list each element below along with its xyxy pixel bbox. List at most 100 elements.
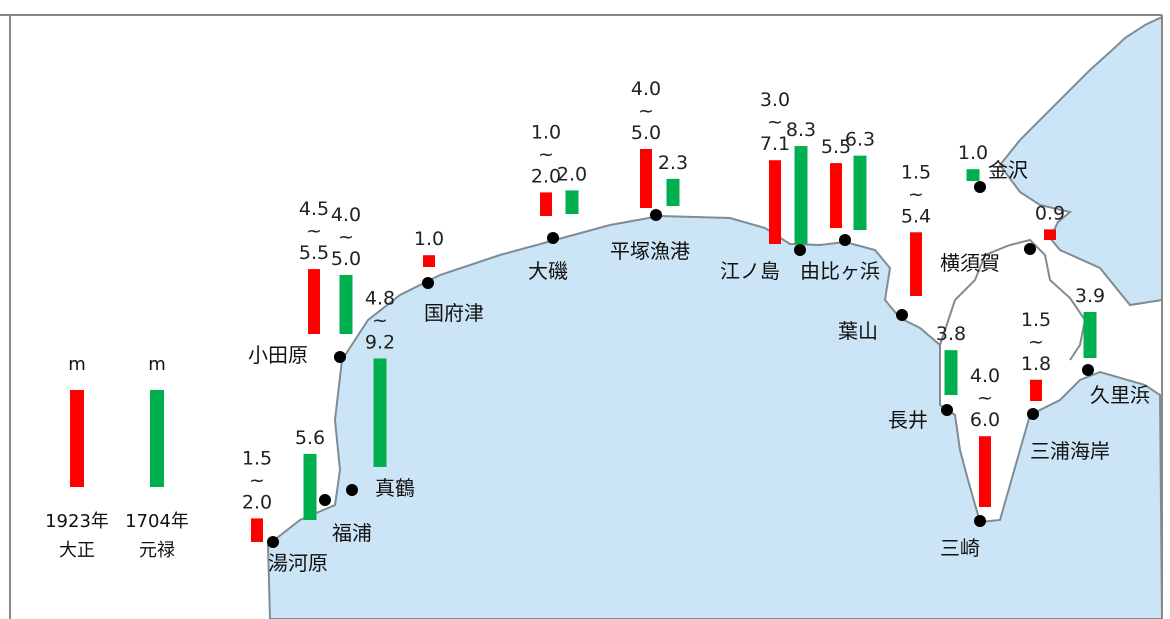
bar-label-5-0-0: 1.0 bbox=[531, 121, 561, 143]
bar-label-2-0-2: 5.5 bbox=[299, 242, 329, 264]
bar-label-14-0-0: 1.5 bbox=[1021, 309, 1051, 331]
site-dot-6 bbox=[650, 209, 662, 221]
bar-8-1 bbox=[853, 155, 867, 230]
legend-taisho-year: 1923年 bbox=[45, 511, 109, 532]
site-name-9: 葉山 bbox=[838, 319, 878, 343]
bar-label-9-0-2: 5.4 bbox=[901, 205, 931, 227]
site-name-6: 平塚漁港 bbox=[610, 239, 690, 263]
site-name-13: 三崎 bbox=[940, 536, 980, 560]
site-dot-2 bbox=[334, 351, 346, 363]
bar-label-15-0-0: 3.9 bbox=[1075, 285, 1105, 307]
bar-8-0 bbox=[830, 163, 842, 228]
site-dot-9 bbox=[896, 309, 908, 321]
bar-13-0 bbox=[979, 436, 991, 507]
site-dot-10 bbox=[974, 181, 986, 193]
bar-1-0 bbox=[303, 453, 317, 520]
site-dot-7 bbox=[794, 244, 806, 256]
bar-label-7-0-1: ~ bbox=[767, 111, 783, 133]
bar-0-0 bbox=[251, 518, 263, 542]
bar-label-12-0-0: 3.8 bbox=[936, 323, 966, 345]
bar-14-0 bbox=[1030, 379, 1042, 401]
bar-label-9-0-0: 1.5 bbox=[901, 161, 931, 183]
bar-4-0 bbox=[423, 255, 435, 267]
bar-label-8-0-0: 5.5 bbox=[821, 136, 851, 158]
site-name-10: 金沢 bbox=[988, 158, 1028, 182]
legend-taisho-swatch bbox=[70, 390, 84, 487]
site-dot-11 bbox=[1024, 243, 1036, 255]
site-name-11: 横須賀 bbox=[940, 251, 1000, 275]
site-name-4: 国府津 bbox=[424, 301, 484, 325]
bar-label-2-1-1: ~ bbox=[338, 226, 354, 248]
bay-area bbox=[998, 15, 1163, 307]
site-name-8: 由比ヶ浜 bbox=[800, 259, 880, 283]
bar-label-2-1-2: 5.0 bbox=[331, 248, 361, 270]
bar-7-0 bbox=[769, 160, 781, 244]
bar-label-5-0-2: 2.0 bbox=[531, 165, 561, 187]
site-name-2: 小田原 bbox=[248, 343, 308, 367]
bar-label-2-0-1: ~ bbox=[306, 220, 322, 242]
sea-area bbox=[266, 214, 1164, 619]
bar-2-1 bbox=[339, 275, 353, 334]
bar-label-3-0-0: 4.8 bbox=[365, 287, 395, 309]
site-name-3: 真鶴 bbox=[375, 476, 415, 500]
bar-label-3-0-1: ~ bbox=[372, 309, 388, 331]
bar-label-5-1-0: 2.0 bbox=[557, 163, 587, 185]
bar-label-6-0-1: ~ bbox=[638, 100, 654, 122]
bar-label-13-0-0: 4.0 bbox=[970, 365, 1000, 387]
site-dot-14 bbox=[1027, 408, 1039, 420]
bar-label-10-0-0: 1.0 bbox=[958, 142, 988, 164]
site-name-1: 福浦 bbox=[332, 521, 372, 545]
site-dot-0 bbox=[267, 536, 279, 548]
bar-label-1-0-0: 5.6 bbox=[295, 427, 325, 449]
bar-label-0-0-1: ~ bbox=[249, 469, 265, 491]
legend-genroku-era: 元禄 bbox=[139, 540, 175, 561]
bar-label-7-1-0: 8.3 bbox=[786, 119, 816, 141]
bar-label-0-0-0: 1.5 bbox=[242, 447, 272, 469]
site-dot-5 bbox=[547, 232, 559, 244]
bar-label-6-0-0: 4.0 bbox=[631, 78, 661, 100]
site-dot-8 bbox=[839, 234, 851, 246]
bar-15-0 bbox=[1083, 311, 1097, 358]
site-dot-12 bbox=[941, 404, 953, 416]
bar-label-5-0-1: ~ bbox=[538, 143, 554, 165]
legend-genroku-swatch bbox=[150, 390, 164, 487]
site-name-15: 久里浜 bbox=[1090, 383, 1150, 407]
legend-genroku-year: 1704年 bbox=[125, 511, 189, 532]
site-name-14: 三浦海岸 bbox=[1030, 439, 1110, 463]
legend-taisho-unit: m bbox=[68, 354, 86, 375]
bar-label-7-0-2: 7.1 bbox=[760, 133, 790, 155]
bar-label-7-0-0: 3.0 bbox=[760, 89, 790, 111]
bar-9-0 bbox=[910, 232, 922, 296]
bar-11-0 bbox=[1044, 229, 1056, 240]
bar-label-0-0-2: 2.0 bbox=[242, 491, 272, 513]
chart-marks: 1.5~2.0湯河原5.6福浦4.5~5.54.0~5.0小田原4.8~9.2真… bbox=[242, 78, 1150, 575]
site-dot-3 bbox=[346, 484, 358, 496]
legend-genroku-unit: m bbox=[148, 354, 166, 375]
bar-label-13-0-2: 6.0 bbox=[970, 409, 1000, 431]
bar-10-0 bbox=[966, 169, 980, 181]
bar-12-0 bbox=[944, 350, 958, 395]
bar-label-14-0-1: ~ bbox=[1028, 331, 1044, 353]
bar-label-14-0-2: 1.8 bbox=[1021, 353, 1051, 375]
site-dot-15 bbox=[1082, 364, 1094, 376]
bar-label-9-0-1: ~ bbox=[908, 183, 924, 205]
site-name-12: 長井 bbox=[888, 408, 928, 432]
bar-2-0 bbox=[308, 269, 320, 334]
site-name-5: 大磯 bbox=[528, 259, 568, 283]
bar-label-11-0-0: 0.9 bbox=[1035, 202, 1065, 224]
site-dot-13 bbox=[974, 515, 986, 527]
bar-label-6-1-0: 2.3 bbox=[658, 152, 688, 174]
site-dot-1 bbox=[319, 494, 331, 506]
bar-6-0 bbox=[640, 149, 652, 208]
bar-label-2-0-0: 4.5 bbox=[299, 198, 329, 220]
bar-3-0 bbox=[373, 358, 387, 467]
site-name-7: 江ノ島 bbox=[720, 259, 780, 283]
legend-taisho-era: 大正 bbox=[59, 540, 95, 561]
bar-5-0 bbox=[540, 192, 552, 216]
bar-label-8-1-0: 6.3 bbox=[845, 129, 875, 151]
legend: m 1923年 大正 m 1704年 元禄 bbox=[45, 354, 189, 561]
bar-label-2-1-0: 4.0 bbox=[331, 204, 361, 226]
bar-label-13-0-1: ~ bbox=[977, 387, 993, 409]
bar-5-1 bbox=[565, 190, 579, 214]
